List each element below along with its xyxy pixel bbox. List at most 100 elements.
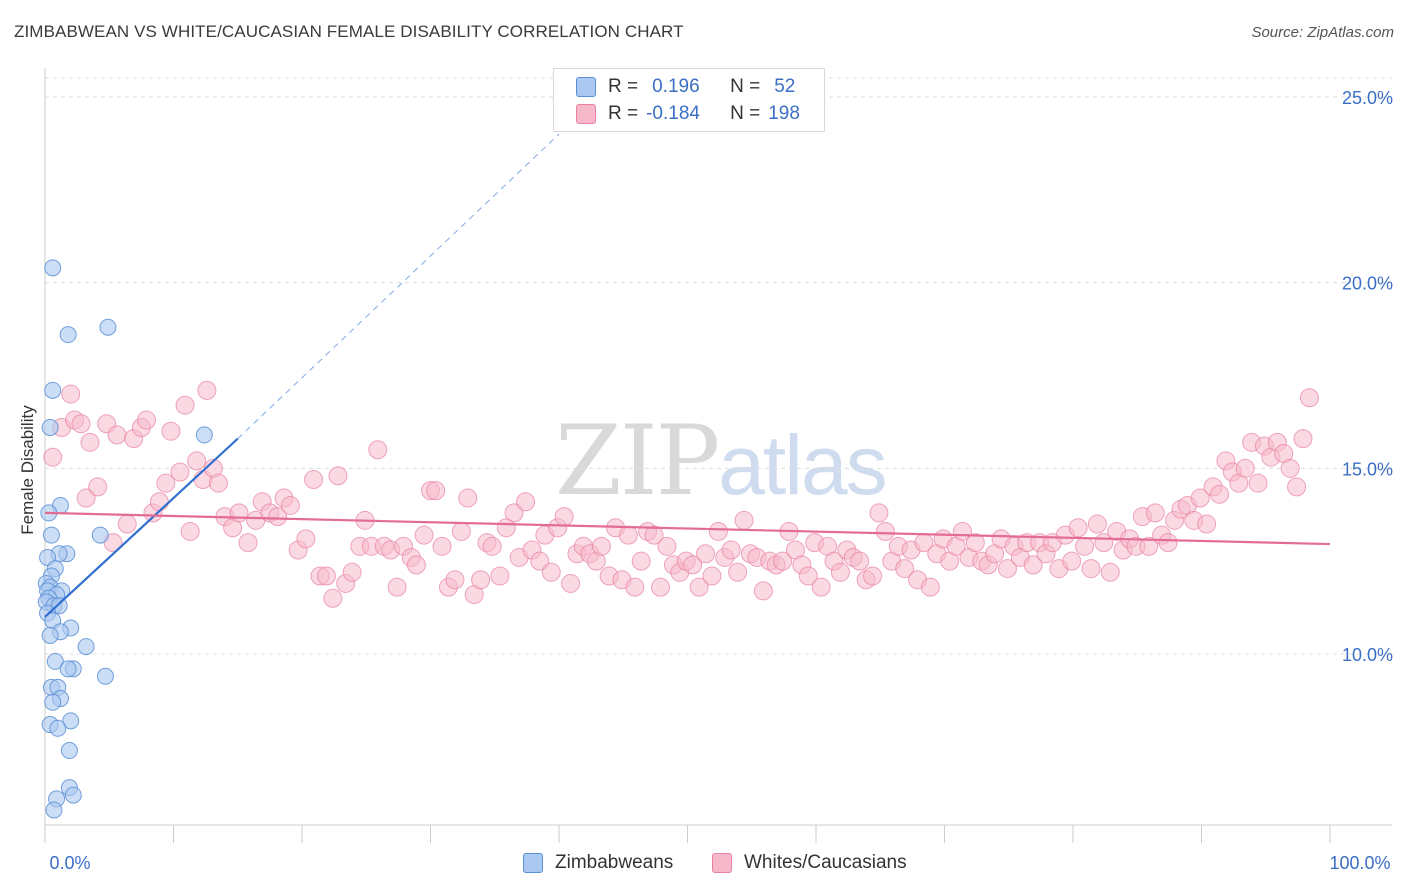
whites-point (137, 410, 157, 430)
whites-point (76, 488, 96, 508)
whites-point (644, 525, 664, 545)
legend-r-label: R = (608, 76, 639, 97)
whites-point (869, 503, 889, 523)
whites-point (296, 529, 316, 549)
zimbabweans-point (59, 326, 77, 344)
whites-point (695, 544, 715, 564)
whites-point (734, 510, 754, 530)
whites-point (618, 525, 638, 545)
whites-point (458, 488, 478, 508)
y-tick-label: 25.0% (1342, 88, 1393, 108)
whites-point (625, 577, 645, 597)
whites-point (490, 566, 510, 586)
zimbabweans-point (62, 712, 80, 730)
legend-item-zimbabweans: Zimbabweans (523, 852, 673, 874)
whites-point (1280, 458, 1300, 478)
whites-point (721, 540, 741, 560)
whites-point (1068, 518, 1088, 538)
zimbabweans-trend-line (44, 437, 239, 618)
whites-point (541, 562, 561, 582)
whites-point (965, 533, 985, 553)
whites-point (1197, 514, 1217, 534)
whites-point (170, 462, 190, 482)
zimbabweans-point (60, 742, 78, 760)
zimbabweans-point (42, 526, 60, 544)
whites-point (80, 432, 100, 452)
zimbabweans-point (44, 693, 62, 711)
whites-point (1287, 477, 1307, 497)
whites-point (1087, 514, 1107, 534)
whites-point (1075, 536, 1095, 556)
whites-point (504, 503, 524, 523)
whites-point (71, 414, 91, 434)
whites-point (180, 521, 200, 541)
trend-lines (44, 133, 1331, 618)
whites-point (149, 492, 169, 512)
correlation-legend: R = 0.196 N = 52 R = -0.184 N = 198 (553, 68, 825, 132)
whites-point (208, 473, 228, 493)
source-credit: Source: ZipAtlas.com (1251, 24, 1394, 41)
whites-point (323, 588, 343, 608)
whites-point (117, 514, 137, 534)
whites-point (651, 577, 671, 597)
zimbabweans-point (44, 381, 62, 399)
whites-point (875, 521, 895, 541)
grid-lines (45, 77, 1392, 655)
series-legend: Zimbabweans Whites/Caucasians (0, 852, 1406, 878)
zimbabweans-point (195, 426, 213, 444)
axes (44, 68, 1392, 843)
whites-point (426, 481, 446, 501)
whites-point (920, 577, 940, 597)
whites-point (683, 555, 703, 575)
whites-point (43, 447, 63, 467)
zimbabweans-point (41, 418, 59, 436)
whites-point (631, 551, 651, 571)
zimbabweans-trend-extension (237, 133, 560, 439)
whites-trend-line (44, 511, 1331, 546)
legend-r-value: 0.196 (652, 76, 700, 97)
whites-point (482, 536, 502, 556)
whites-point (1145, 503, 1165, 523)
legend-row-zimbabweans: R = 0.196 N = 52 (576, 74, 795, 100)
whites-point (175, 395, 195, 415)
zimbabweans-point (99, 318, 117, 336)
y-tick-label: 10.0% (1342, 645, 1393, 665)
whites-point (1100, 562, 1120, 582)
whites-point (107, 425, 127, 445)
whites-point (445, 570, 465, 590)
whites-point (268, 507, 288, 527)
whites-point (554, 507, 574, 527)
legend-n-value: 52 (774, 76, 796, 97)
whites-point (657, 536, 677, 556)
whites-point (88, 477, 108, 497)
legend-n-value: 198 (768, 103, 800, 124)
whites-point (516, 492, 536, 512)
zimbabweans-series (37, 259, 213, 819)
whites-point (728, 562, 748, 582)
whites-point (471, 570, 491, 590)
whites-point (187, 451, 207, 471)
whites-point (1158, 533, 1178, 553)
x-tick-label: 0.0% (49, 853, 90, 873)
whites-point (451, 521, 471, 541)
legend-swatch-blue (523, 853, 543, 873)
whites-point (997, 559, 1017, 579)
y-tick-label: 20.0% (1342, 274, 1393, 294)
tick-labels: 10.0% 15.0% 20.0% 25.0% 0.0% 100.0% (49, 88, 1393, 873)
zimbabweans-point (77, 638, 95, 656)
zimbabweans-point (59, 660, 77, 678)
watermark-atlas: atlas (718, 418, 887, 512)
legend-item-whites: Whites/Caucasians (712, 852, 907, 874)
whites-point (387, 577, 407, 597)
whites-point (229, 503, 249, 523)
whites-point (368, 440, 388, 460)
legend-r-value: -0.184 (646, 103, 700, 124)
whites-point (753, 581, 773, 601)
zimbabweans-point (49, 719, 67, 737)
whites-point (1209, 484, 1229, 504)
whites-point (830, 562, 850, 582)
x-tick-label: 100.0% (1329, 853, 1390, 873)
whites-point (798, 566, 818, 586)
chart-title: ZIMBABWEAN VS WHITE/CAUCASIAN FEMALE DIS… (14, 22, 684, 41)
zimbabweans-point (46, 652, 64, 670)
